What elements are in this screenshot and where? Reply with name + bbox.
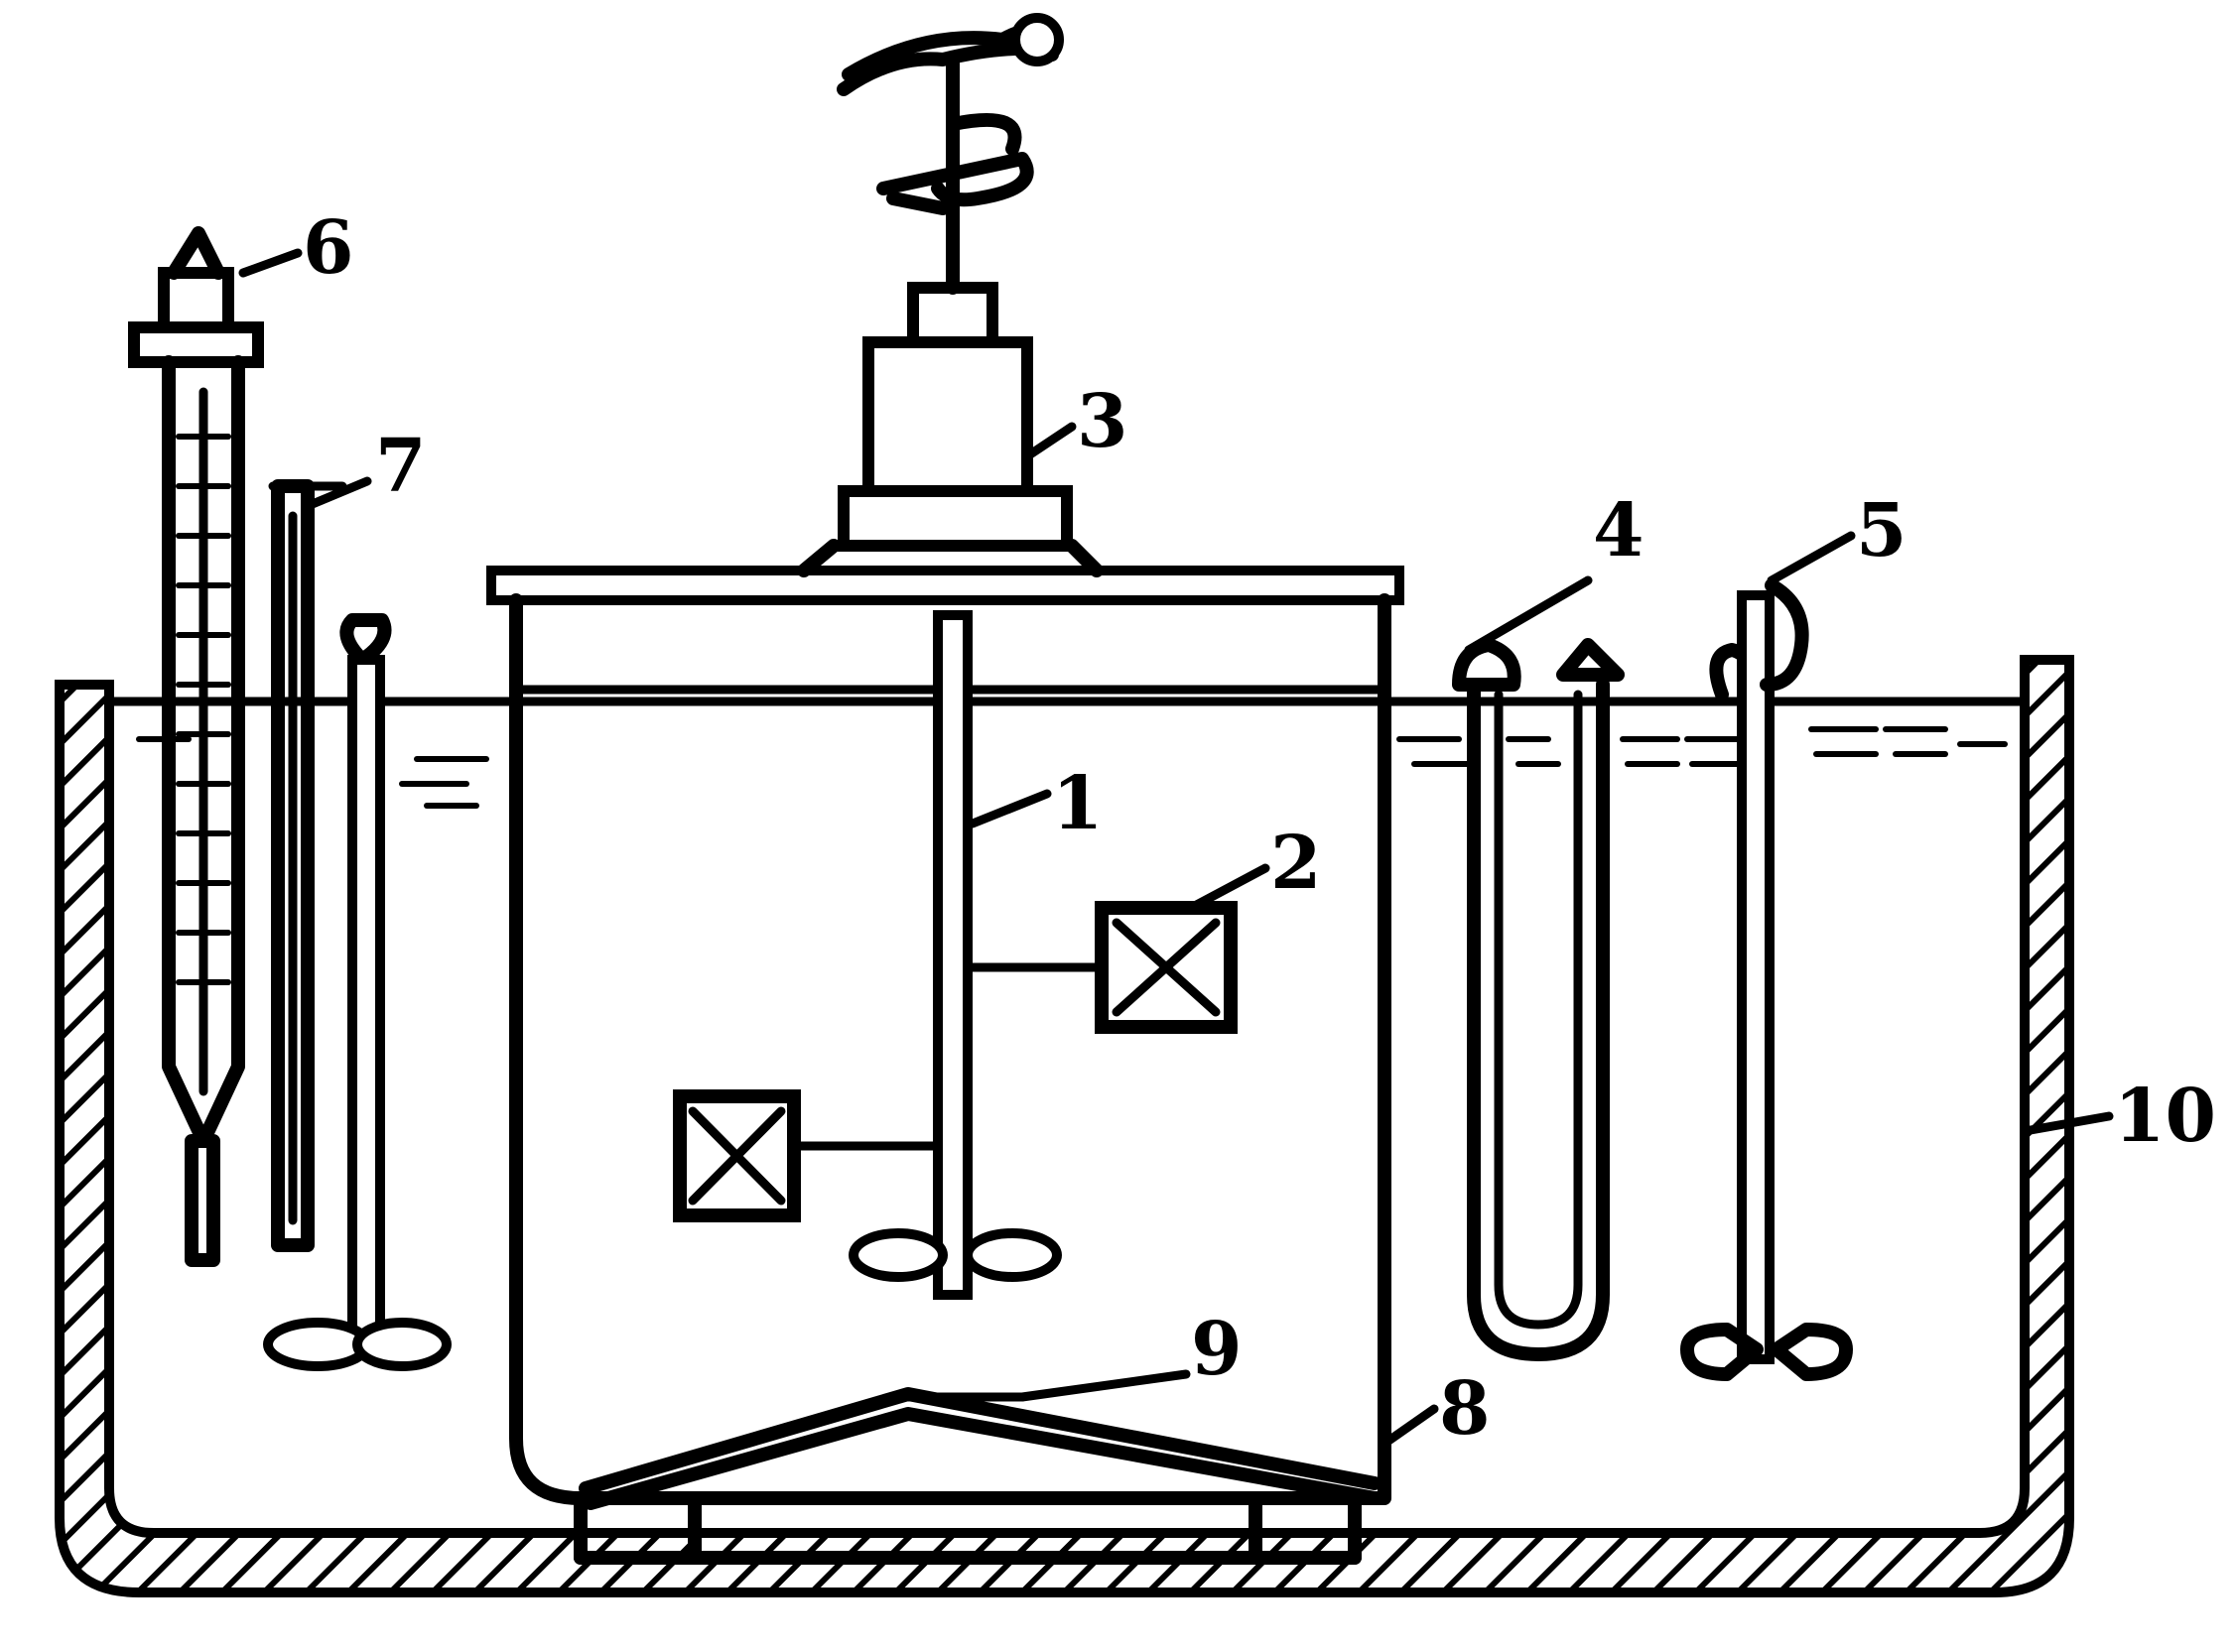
label-4: 4: [1593, 488, 1645, 573]
label-1: 1: [1052, 761, 1104, 846]
label-8: 8: [1439, 1366, 1491, 1452]
label-9: 9: [1191, 1307, 1243, 1392]
stirrer-shaft: [933, 610, 973, 1300]
bath-stirrer-right: [1680, 578, 1853, 1381]
motor-base-skirt: [797, 539, 1104, 577]
stirrer-shaft-assembly: [673, 610, 1238, 1300]
bath-insulated-wall: [55, 655, 2074, 1597]
bottom-heater-plate: [579, 1387, 1382, 1510]
contact-thermometer: [268, 479, 347, 1252]
motor-body: [862, 336, 1033, 497]
stirrer-motor: [797, 13, 1104, 577]
label-3: 3: [1077, 379, 1128, 464]
vessel-stand: [574, 1491, 1362, 1565]
label-7: 7: [375, 424, 427, 509]
knob-ball: [1010, 13, 1064, 66]
thermometer-scale: [176, 434, 231, 985]
stirrer-blade-left: [849, 1228, 948, 1282]
heater-box-upper: [1095, 901, 1238, 1034]
bath-stirrer-left: [263, 613, 452, 1371]
stirrer-blade-right: [963, 1228, 1062, 1282]
label-5: 5: [1856, 488, 1908, 573]
vessel-lid: [486, 566, 1404, 605]
motor-base: [838, 485, 1073, 552]
u-tube-heater: [1452, 638, 1625, 1361]
label-2: 2: [1270, 821, 1322, 906]
heater-box-lower: [673, 1089, 801, 1222]
motor-cap: [907, 282, 998, 348]
label-6: 6: [303, 205, 354, 291]
thermometer-cap: [158, 267, 234, 333]
labels: 1 2 3 4 5 6 7 8 9 10: [303, 205, 2216, 1452]
motor-handle-knob: [837, 23, 1059, 295]
inner-vessel: [486, 566, 1404, 1565]
beckmann-thermometer: [128, 226, 264, 1267]
label-10: 10: [2114, 1074, 2216, 1159]
leader-lines: [238, 248, 2114, 1449]
